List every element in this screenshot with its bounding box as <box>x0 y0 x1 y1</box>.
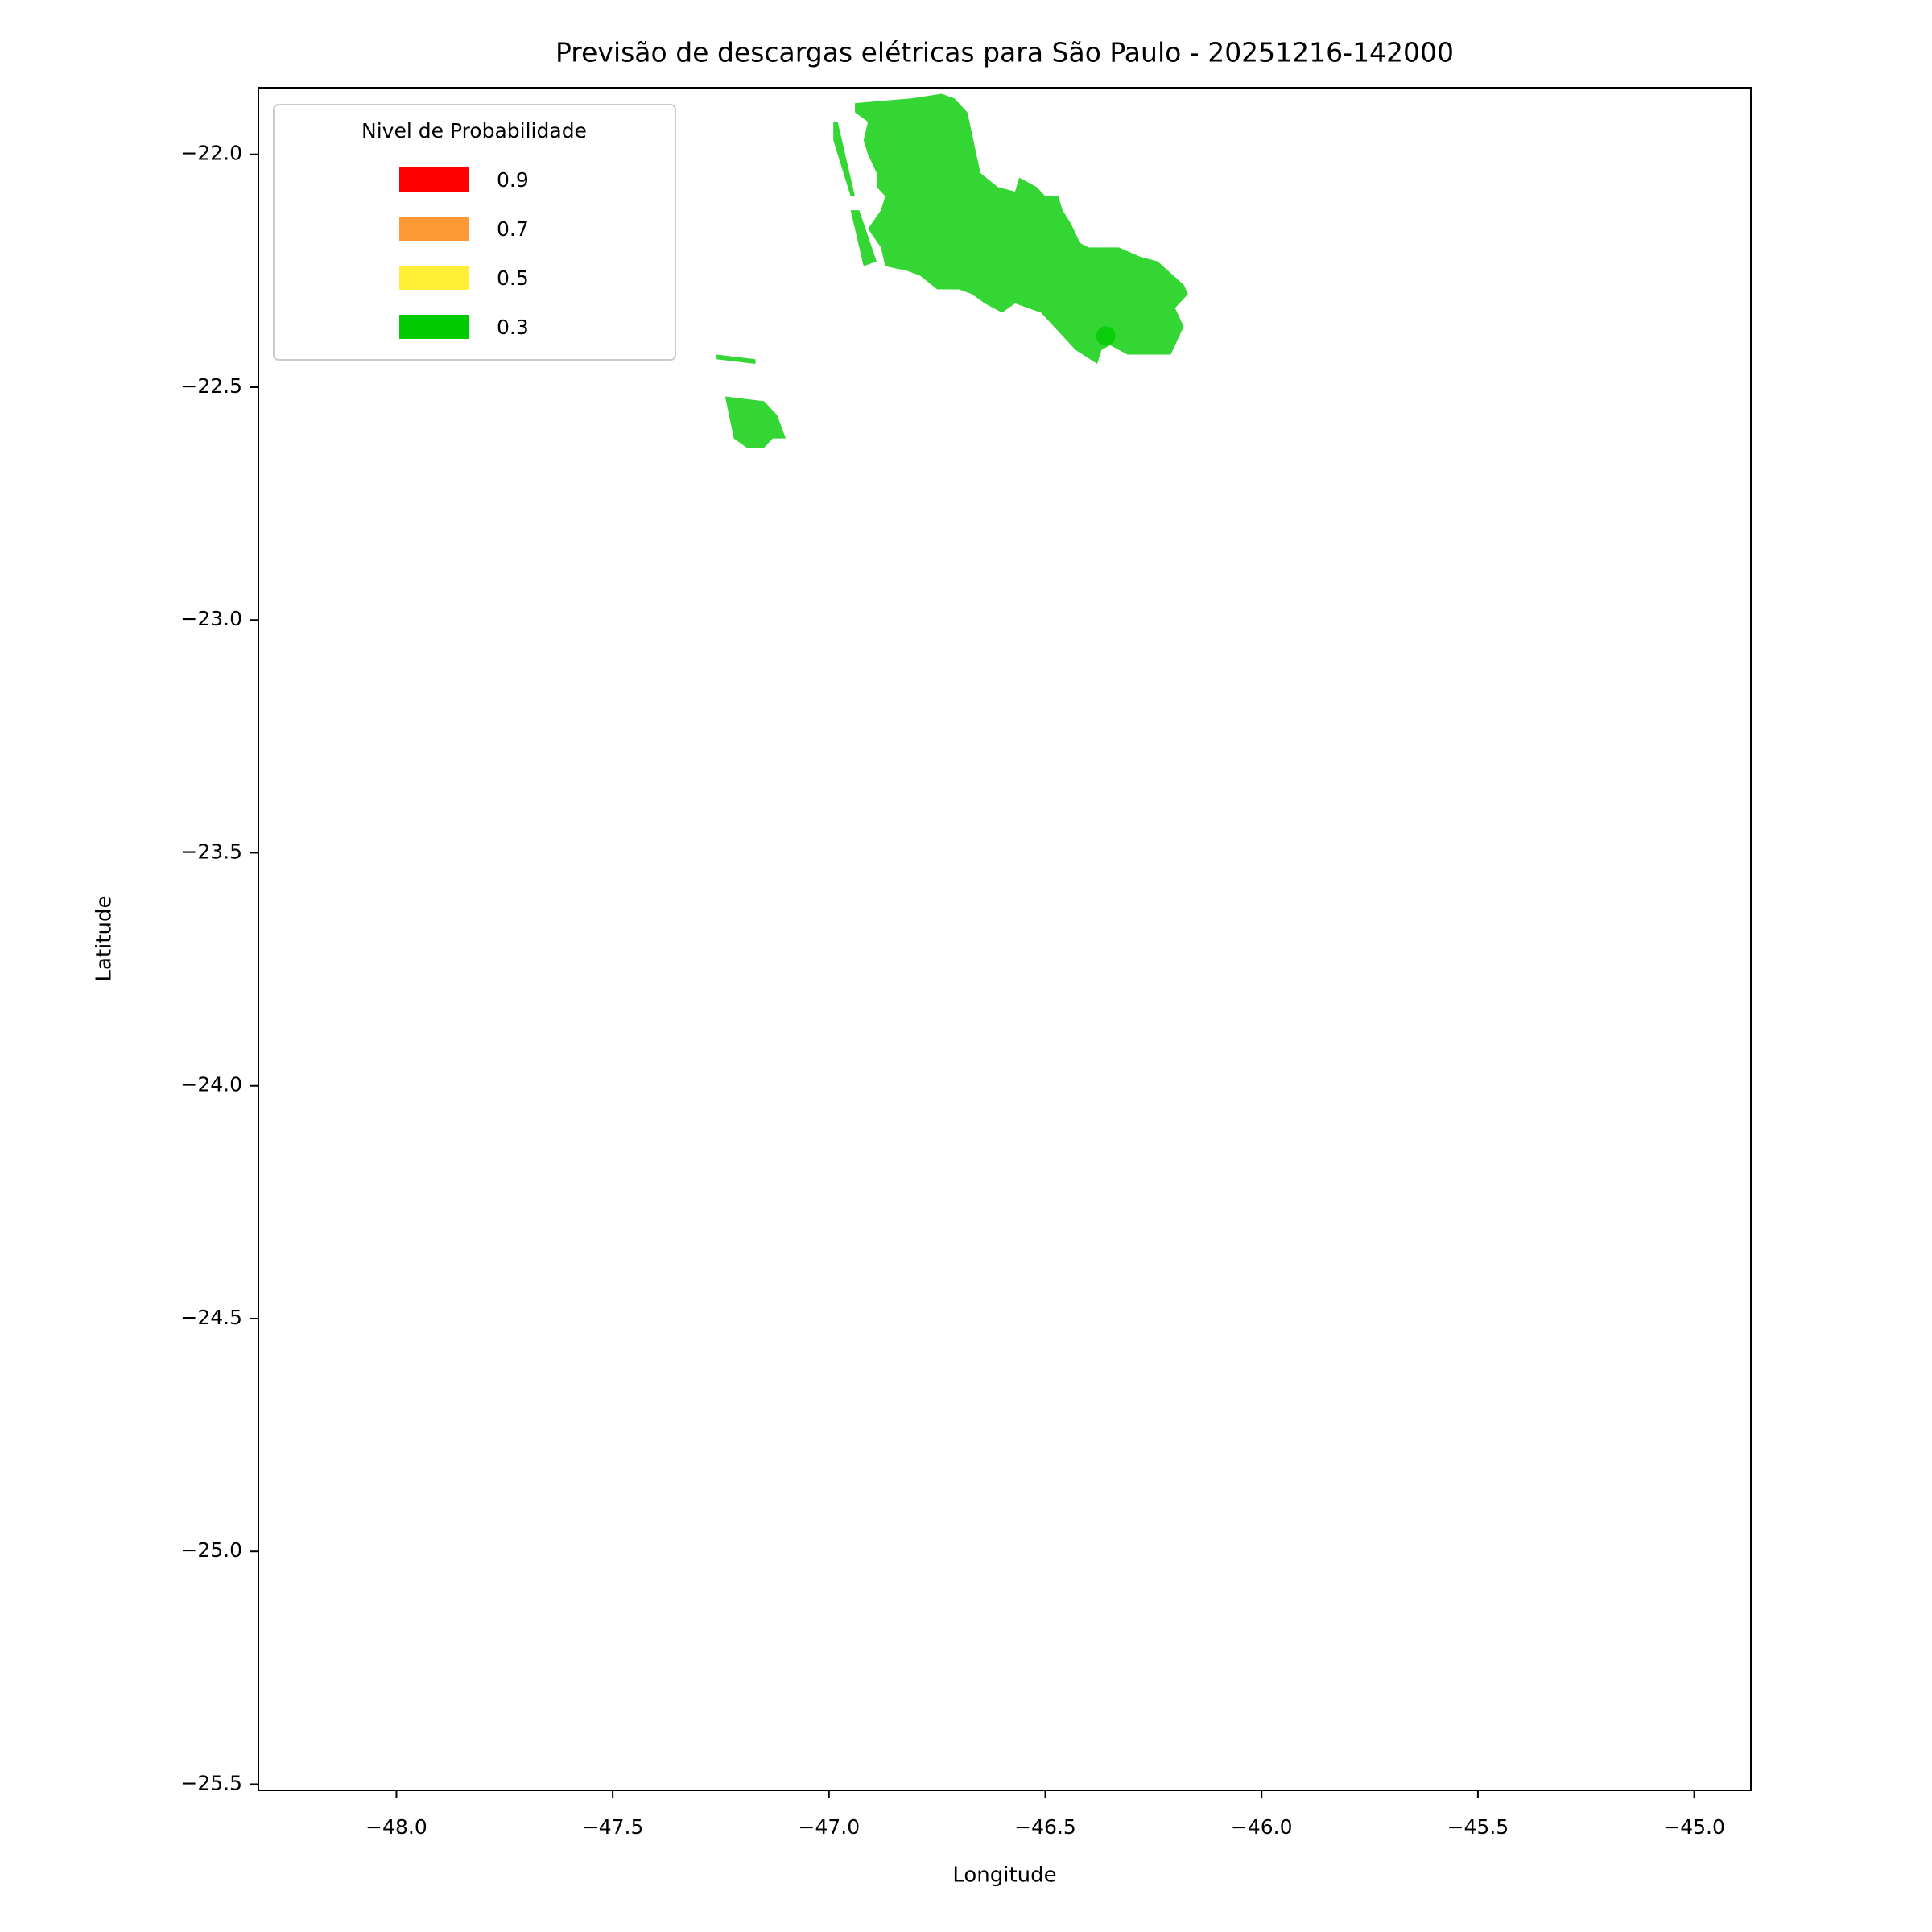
legend-label: 0.3 <box>497 316 529 339</box>
y-tick-label: −24.0 <box>180 1073 242 1096</box>
y-axis-label: Latitude <box>93 895 117 981</box>
legend-swatch <box>399 266 469 290</box>
x-tick-label: −46.5 <box>1014 1815 1076 1839</box>
x-tick-label: −47.5 <box>582 1815 644 1839</box>
x-tick-label: −48.0 <box>365 1815 427 1839</box>
legend-swatch <box>399 167 469 192</box>
probability-area <box>850 210 877 266</box>
y-tick-label: −23.0 <box>180 607 242 630</box>
legend-swatch <box>399 315 469 339</box>
plot-frame <box>258 87 1752 1791</box>
legend-box <box>273 104 676 361</box>
y-tick-label: −24.5 <box>180 1306 242 1329</box>
y-tick-label: −25.5 <box>180 1771 242 1794</box>
legend-label: 0.7 <box>497 217 529 241</box>
probability-area <box>716 354 756 365</box>
x-tick-label: −46.0 <box>1231 1815 1293 1839</box>
x-tick-label: −45.0 <box>1663 1815 1725 1839</box>
probability-area <box>855 93 1188 365</box>
probability-area <box>724 396 786 448</box>
y-tick-label: −25.0 <box>180 1538 242 1562</box>
legend-label: 0.9 <box>497 168 529 192</box>
strike-point <box>1096 326 1116 346</box>
x-axis-label: Longitude <box>952 1864 1056 1888</box>
legend-label: 0.5 <box>497 266 529 290</box>
y-tick-label: −22.5 <box>180 374 242 398</box>
x-tick-label: −47.0 <box>799 1815 861 1839</box>
y-tick-label: −23.5 <box>180 840 242 863</box>
legend-swatch <box>399 217 469 241</box>
probability-area <box>833 122 856 196</box>
chart-title: Previsão de descargas elétricas para São… <box>555 37 1454 68</box>
legend-title: Nivel de Probabilidade <box>361 119 587 142</box>
y-tick-label: −22.0 <box>180 142 242 165</box>
x-tick-label: −45.5 <box>1447 1815 1509 1839</box>
